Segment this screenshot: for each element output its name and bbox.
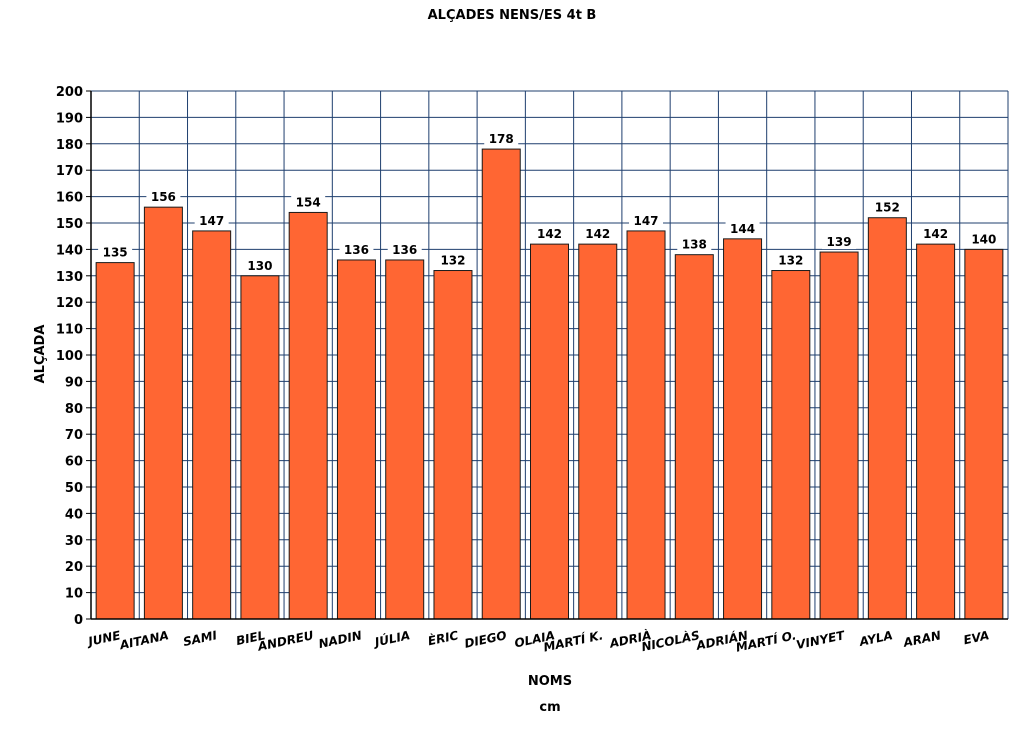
bar	[626, 230, 666, 620]
data-label: 156	[151, 190, 176, 204]
y-tick-label: 30	[65, 534, 83, 549]
bar	[964, 248, 1004, 620]
chart-title: ALÇADES NENS/ES 4t B	[428, 8, 597, 23]
x-tick-label: AITANA	[118, 628, 170, 652]
data-label: 178	[489, 132, 514, 146]
data-label: 135	[103, 246, 128, 260]
y-tick-label: 150	[56, 217, 83, 232]
data-label: 136	[392, 243, 417, 257]
x-tick-label: SAMI	[182, 628, 219, 649]
x-tick-label: ANDREU	[256, 628, 315, 654]
bar	[674, 254, 714, 620]
data-label: 154	[296, 195, 321, 209]
y-tick-label: 40	[65, 507, 83, 522]
data-label-bg	[98, 243, 133, 260]
bar	[530, 243, 569, 620]
data-label: 140	[971, 232, 996, 246]
data-label: 142	[537, 227, 562, 241]
y-tick-label: 70	[65, 428, 83, 443]
x-tick-label: JÚLIA	[371, 627, 411, 649]
bar	[336, 259, 376, 620]
y-tick-label: 90	[65, 375, 83, 390]
y-tick-label: 200	[56, 85, 83, 100]
x-tick-label: DIEGO	[463, 628, 508, 651]
data-label-bg	[918, 225, 953, 242]
bar	[240, 275, 280, 620]
data-label-bg	[194, 211, 229, 228]
x-tick-label: AYLA	[857, 628, 894, 649]
x-tick-label: ÈRIC	[426, 627, 459, 648]
x-tick-label: EVA	[962, 628, 990, 647]
y-tick-label: 190	[56, 111, 83, 126]
x-tick-label: NADIN	[317, 628, 363, 651]
unit-label: cm	[539, 700, 560, 715]
y-tick-label: 180	[56, 138, 83, 153]
data-label: 130	[247, 259, 272, 273]
bar	[723, 238, 763, 620]
y-tick-label: 120	[56, 296, 83, 311]
bars	[95, 148, 1004, 620]
data-label-bg	[387, 240, 422, 257]
data-label-bg	[146, 188, 181, 205]
bar	[771, 270, 811, 620]
axes	[86, 90, 1008, 620]
data-label-bg	[532, 225, 567, 242]
bar	[95, 262, 135, 620]
y-tick-label: 80	[65, 402, 83, 417]
data-label: 138	[682, 238, 707, 252]
data-label-bg	[339, 240, 374, 257]
y-tick-label: 140	[56, 243, 83, 258]
x-tick-label: BIEL	[235, 628, 267, 648]
data-label-bg	[484, 130, 519, 147]
bar	[481, 148, 521, 620]
x-tick-label: VINYET	[795, 628, 847, 652]
y-axis-title: ALÇADA	[33, 325, 48, 384]
data-label-bg	[677, 235, 712, 252]
data-label: 142	[585, 227, 610, 241]
y-tick-label: 0	[74, 613, 83, 628]
bar	[143, 206, 183, 620]
data-label: 132	[778, 254, 803, 268]
bar	[385, 259, 425, 620]
data-label-bg	[629, 211, 664, 228]
bar	[433, 270, 473, 620]
y-tick-label: 110	[56, 323, 83, 338]
y-tick-label: 100	[56, 349, 83, 364]
data-label-bg	[291, 193, 326, 210]
x-tick-label: ARAN	[901, 628, 942, 650]
data-label-bg	[773, 251, 808, 268]
data-label: 142	[923, 227, 948, 241]
data-label-bg	[580, 225, 615, 242]
y-tick-label: 60	[65, 455, 83, 470]
data-label-bg	[870, 198, 905, 215]
data-label: 152	[875, 201, 900, 215]
data-label: 144	[730, 222, 755, 236]
data-label: 132	[440, 254, 465, 268]
y-tick-label: 170	[56, 164, 83, 179]
y-tick-label: 160	[56, 191, 83, 206]
data-label-bg	[435, 251, 470, 268]
bar	[192, 230, 232, 620]
y-tick-label: 10	[65, 587, 83, 602]
data-label: 139	[827, 235, 852, 249]
bar	[578, 243, 618, 620]
data-label: 136	[344, 243, 369, 257]
y-tick-label: 20	[65, 560, 83, 575]
labels: 0 10 20 30 40 50 60 70 80 90 100 110 120 130 140 150 160…	[56, 85, 1001, 655]
data-label-bg	[725, 219, 760, 236]
data-label-bg	[966, 230, 1001, 247]
x-axis-title: NOMS	[528, 674, 572, 689]
bar	[867, 217, 907, 620]
bar	[819, 251, 859, 620]
y-tick-label: 130	[56, 270, 83, 285]
data-label-bg	[242, 256, 277, 273]
bar	[916, 243, 956, 620]
x-tick-label: JUNE	[85, 628, 122, 649]
data-label-bg	[822, 233, 857, 250]
data-label: 147	[633, 214, 658, 228]
data-label: 147	[199, 214, 224, 228]
y-tick-label: 50	[65, 481, 83, 496]
bar	[288, 211, 328, 620]
